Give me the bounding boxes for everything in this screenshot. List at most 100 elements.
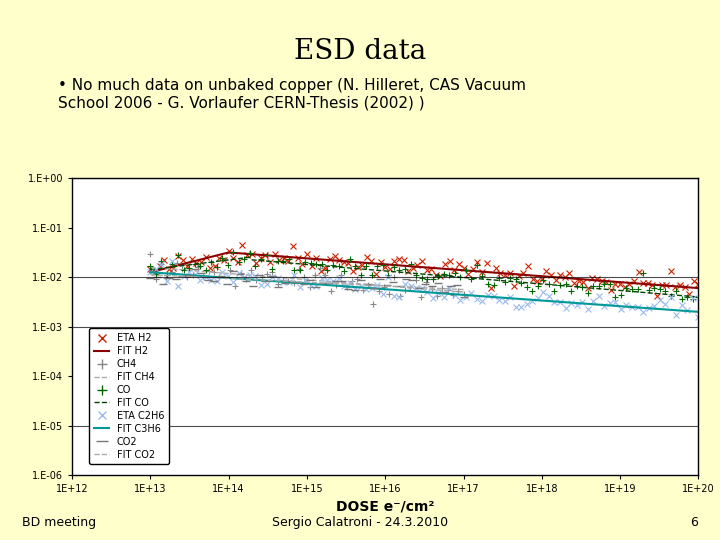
- CO2: [376, 276, 384, 283]
- FIT CO2: [444, 286, 452, 292]
- FIT CH4: [459, 289, 468, 295]
- FIT C3H6: [248, 276, 256, 283]
- ETA H2: [238, 241, 247, 248]
- ETA C2H6: [279, 279, 287, 285]
- ETA C2H6: [655, 297, 664, 303]
- CO: [655, 286, 664, 292]
- CH4: [343, 284, 351, 291]
- CO: [279, 258, 287, 265]
- CO: [478, 273, 487, 279]
- CO2: [395, 283, 404, 289]
- CO2: [382, 282, 391, 289]
- Line: FIT CO: FIT CO: [150, 257, 698, 297]
- Line: CO: CO: [147, 248, 702, 303]
- CO2: [222, 280, 231, 287]
- FIT CO: [168, 264, 176, 270]
- ETA C2H6: [694, 313, 703, 320]
- CH4: [236, 270, 245, 276]
- FIT C3H6: [667, 307, 675, 313]
- CO2: [446, 283, 455, 289]
- Text: BD meeting: BD meeting: [22, 516, 96, 529]
- ETA C2H6: [478, 298, 487, 305]
- FIT CO: [179, 262, 188, 269]
- CO2: [369, 285, 378, 292]
- CO2: [287, 278, 295, 285]
- CO2: [357, 276, 366, 283]
- ETA H2: [146, 266, 155, 273]
- FIT H2: [694, 285, 703, 292]
- CO2: [459, 293, 468, 300]
- FIT C3H6: [146, 269, 155, 275]
- Line: ETA C2H6: ETA C2H6: [148, 259, 701, 320]
- CO2: [242, 278, 251, 285]
- ETA C2H6: [257, 282, 266, 288]
- ETA H2: [652, 293, 661, 300]
- CO2: [197, 270, 206, 276]
- Line: FIT CH4: FIT CH4: [150, 267, 464, 292]
- FIT H2: [146, 269, 155, 275]
- FIT CO: [245, 254, 253, 260]
- CO: [678, 296, 686, 303]
- CO2: [415, 285, 423, 292]
- Legend: ETA H2, FIT H2, CH4, FIT CH4, CO, FIT CO, ETA C2H6, FIT C3H6, CO2, FIT CO2: ETA H2, FIT H2, CH4, FIT CH4, CO, FIT CO…: [89, 328, 169, 464]
- FIT CO2: [434, 285, 443, 292]
- CO: [257, 256, 266, 263]
- CO2: [351, 287, 359, 294]
- FIT CO2: [206, 274, 215, 281]
- CO2: [146, 275, 155, 281]
- CO2: [453, 282, 462, 288]
- CO2: [427, 282, 436, 289]
- CO2: [331, 278, 340, 285]
- Line: ETA H2: ETA H2: [148, 242, 701, 299]
- FIT H2: [251, 251, 259, 258]
- FIT C3H6: [168, 271, 176, 277]
- CO2: [216, 273, 225, 279]
- FIT CO2: [459, 286, 468, 293]
- FIT CO: [251, 257, 259, 264]
- CO2: [364, 280, 372, 287]
- FIT CO: [650, 290, 659, 296]
- FIT C3H6: [179, 272, 188, 278]
- CO2: [261, 278, 270, 284]
- CO2: [280, 280, 289, 287]
- X-axis label: DOSE e⁻/cm²: DOSE e⁻/cm²: [336, 500, 434, 514]
- Line: CO2: CO2: [146, 265, 468, 301]
- CO2: [210, 278, 219, 285]
- CO2: [153, 274, 161, 281]
- FIT C3H6: [694, 308, 703, 315]
- ETA H2: [694, 280, 703, 287]
- FIT CO: [146, 267, 155, 273]
- FIT H2: [294, 254, 303, 261]
- ETA H2: [685, 291, 693, 298]
- FIT CO: [294, 260, 303, 267]
- ETA C2H6: [146, 268, 155, 275]
- CO2: [184, 272, 193, 279]
- FIT CO2: [219, 275, 228, 281]
- FIT C3H6: [647, 305, 656, 312]
- FIT CH4: [219, 270, 228, 276]
- CH4: [252, 277, 261, 284]
- Line: FIT C3H6: FIT C3H6: [150, 272, 698, 312]
- CO2: [389, 278, 397, 285]
- FIT CH4: [444, 288, 452, 294]
- FIT CO: [670, 292, 678, 298]
- CO2: [306, 276, 315, 283]
- FIT H2: [168, 264, 176, 270]
- Text: Sergio Calatroni - 24.3.2010: Sergio Calatroni - 24.3.2010: [272, 516, 448, 529]
- CO2: [204, 276, 212, 283]
- CO: [146, 262, 155, 269]
- CO2: [338, 278, 346, 284]
- ETA H2: [454, 261, 463, 267]
- FIT C3H6: [292, 280, 300, 286]
- CO2: [255, 271, 264, 278]
- CO2: [165, 274, 174, 281]
- CH4: [369, 301, 377, 307]
- CO: [672, 288, 680, 295]
- FIT H2: [179, 261, 188, 267]
- ETA C2H6: [168, 258, 177, 265]
- Text: 6: 6: [690, 516, 698, 529]
- CH4: [199, 273, 207, 279]
- CH4: [459, 291, 468, 298]
- CH4: [247, 267, 256, 273]
- Line: CH4: CH4: [147, 250, 467, 308]
